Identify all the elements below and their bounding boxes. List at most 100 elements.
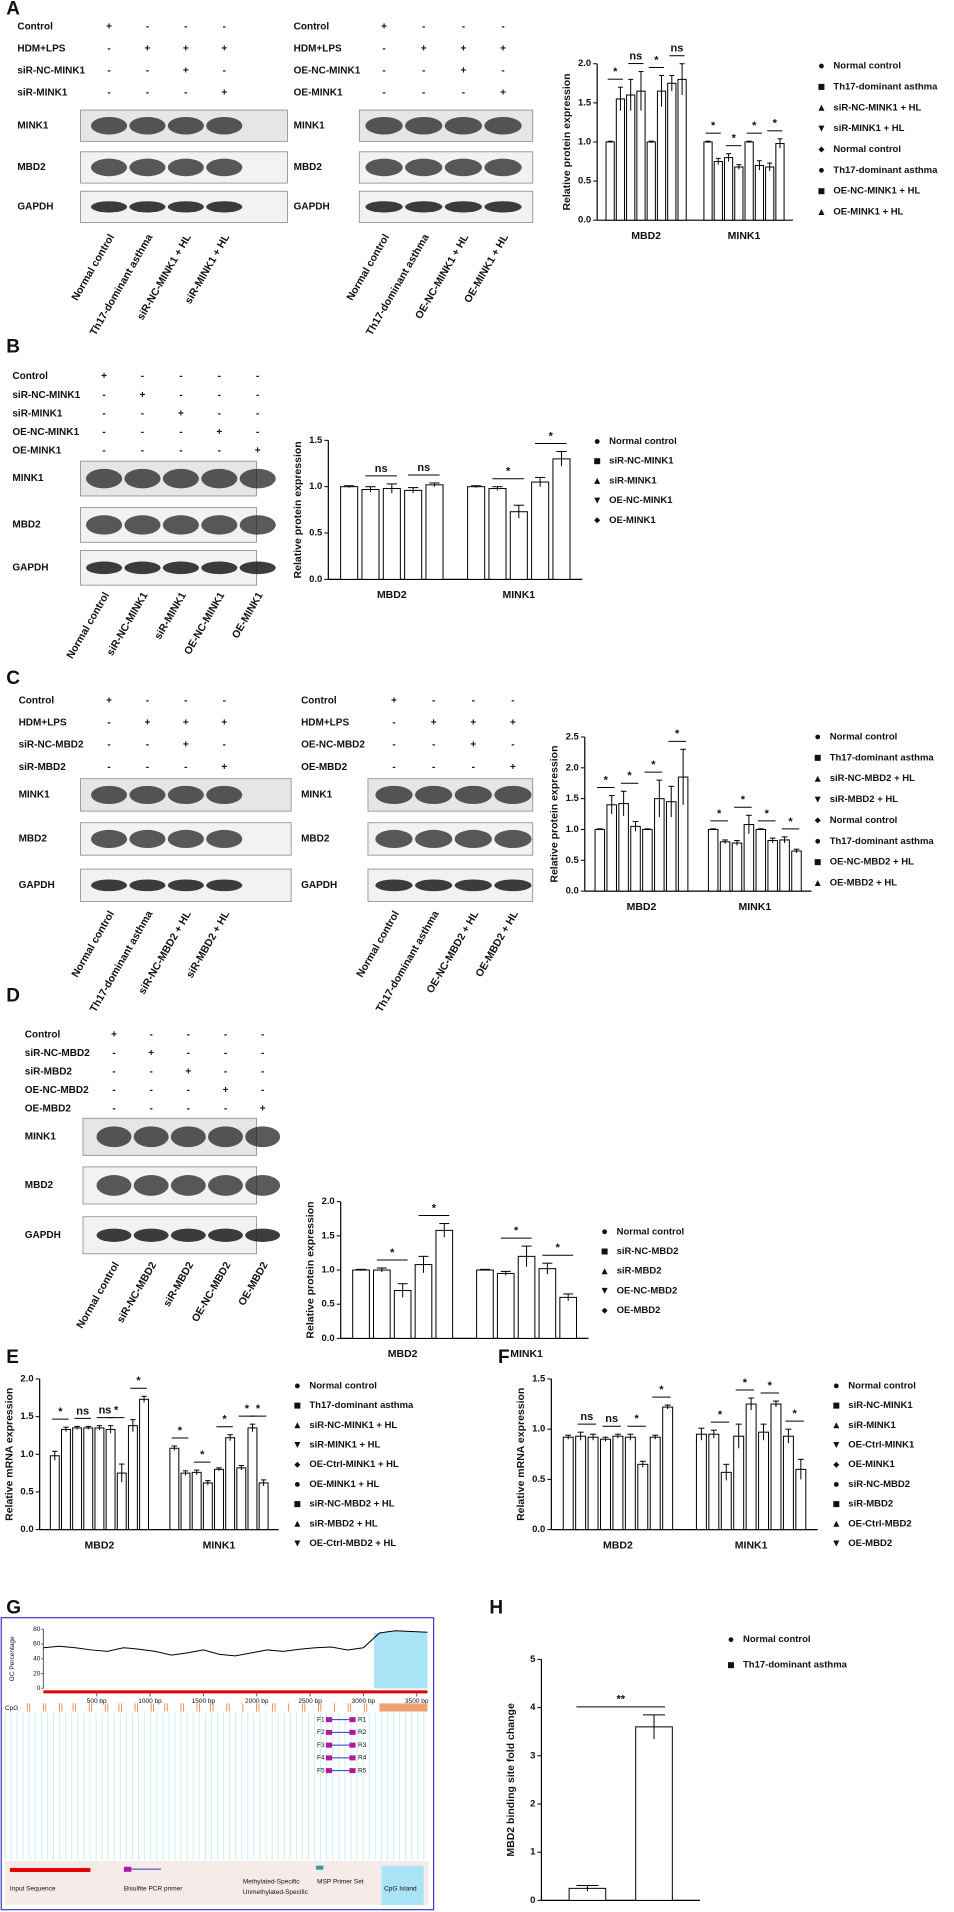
condition-sign: + xyxy=(470,718,476,729)
y-axis-label: Relative mRNA expression xyxy=(515,1388,527,1521)
bar xyxy=(467,486,486,580)
blot-band xyxy=(245,1228,281,1242)
condition-sign: + xyxy=(421,43,427,54)
condition-sign: - xyxy=(224,1029,227,1040)
condition-sign: + xyxy=(111,1029,117,1040)
condition-label: HDM+LPS xyxy=(294,43,342,54)
blot-band xyxy=(444,158,483,177)
y-tick-label: 1.5 xyxy=(578,97,592,108)
y-tick-label: 1.0 xyxy=(532,1424,545,1435)
y-tick-label: 3 xyxy=(530,1750,535,1761)
bar xyxy=(414,1264,433,1339)
condition-sign: - xyxy=(501,21,504,32)
bar xyxy=(642,828,653,892)
legend-marker xyxy=(601,1307,608,1314)
y-axis-label: GC Percentage xyxy=(9,1636,16,1681)
legend-label: Bisulfite PCR primer xyxy=(124,1886,183,1893)
condition-sign: - xyxy=(149,1029,152,1040)
significance-label: * xyxy=(549,430,554,442)
y-tick-label: 0.5 xyxy=(321,1299,335,1310)
condition-sign: - xyxy=(141,445,144,456)
x-tick-label: 3000 bp xyxy=(352,1698,376,1705)
x-tick-label: 3500 bp xyxy=(405,1698,429,1705)
significance-label: * xyxy=(514,1225,519,1237)
y-tick-label: 0.0 xyxy=(20,1524,33,1535)
band-label: MINK1 xyxy=(25,1131,57,1142)
condition-sign: - xyxy=(184,696,187,707)
primer-r xyxy=(349,1742,356,1748)
y-tick-label: 1.0 xyxy=(20,1449,33,1460)
bar xyxy=(707,828,719,892)
bar xyxy=(708,1433,720,1531)
legend-label: siR-NC-MINK1 xyxy=(609,456,674,467)
legend-marker xyxy=(294,1520,301,1527)
panel-letter: D xyxy=(6,986,20,1007)
blot-band xyxy=(133,1228,169,1242)
legend-label: siR-NC-MBD2 xyxy=(848,1479,910,1490)
legend-marker xyxy=(294,1461,301,1468)
significance-label: * xyxy=(627,770,632,782)
bar xyxy=(575,1435,587,1531)
band-label: MBD2 xyxy=(19,834,48,845)
blot-band xyxy=(201,515,238,535)
legend-marker xyxy=(594,439,600,444)
bar xyxy=(765,166,775,221)
band-label: GAPDH xyxy=(301,880,337,891)
condition-sign: - xyxy=(224,1067,227,1078)
significance-label: * xyxy=(114,1405,119,1417)
significance-label: * xyxy=(222,1414,227,1426)
condition-sign: - xyxy=(141,427,144,438)
legend-label: OE-MINK1 xyxy=(609,515,656,526)
condition-sign: + xyxy=(223,1085,229,1096)
bar xyxy=(225,1437,236,1531)
condition-label: Control xyxy=(17,21,53,32)
blot-band xyxy=(206,116,243,135)
primer-f xyxy=(325,1755,333,1761)
lane-label: siR-MINK1 xyxy=(152,590,189,642)
legend-marker xyxy=(594,517,601,524)
bar xyxy=(509,511,528,580)
blot-band xyxy=(206,829,243,849)
condition-sign: + xyxy=(183,43,189,54)
blot-band xyxy=(90,785,128,805)
bar xyxy=(94,1427,105,1531)
blot-band xyxy=(86,515,123,535)
legend-marker xyxy=(294,1402,301,1409)
condition-sign: - xyxy=(179,390,182,401)
band-label: MINK1 xyxy=(19,790,51,801)
condition-label: OE-MBD2 xyxy=(25,1104,72,1115)
condition-sign: + xyxy=(106,696,112,707)
condition-sign: + xyxy=(106,21,112,32)
blot-band xyxy=(167,785,204,805)
bar xyxy=(744,141,754,221)
legend-label: siR-MINK1 + HL xyxy=(309,1440,380,1451)
y-tick-label: 0.0 xyxy=(532,1524,545,1535)
legend-label: CpG Island xyxy=(384,1886,417,1893)
significance-label: ** xyxy=(616,1694,625,1706)
bar xyxy=(656,90,667,221)
y-tick-label: 0.0 xyxy=(309,574,322,585)
y-axis-label: Relative protein expression xyxy=(561,73,573,210)
lane-label: OE-NC-MBD2 xyxy=(190,1260,234,1324)
band-label: MBD2 xyxy=(294,162,323,173)
band-label: MBD2 xyxy=(17,162,46,173)
condition-sign: - xyxy=(223,696,226,707)
bar xyxy=(626,94,636,221)
legend-label: OE-NC-MBD2 + HL xyxy=(830,857,914,868)
blot-band xyxy=(405,158,443,177)
y-axis-label: Relative protein expression xyxy=(304,1201,316,1338)
condition-label: OE-MINK1 xyxy=(294,87,343,98)
bar xyxy=(191,1471,202,1531)
legend-marker xyxy=(818,104,825,111)
gc-line xyxy=(43,1630,428,1657)
bar xyxy=(605,141,615,221)
bar xyxy=(791,850,802,892)
significance-label: * xyxy=(675,728,680,740)
bar xyxy=(361,488,380,580)
band-label: MBD2 xyxy=(25,1180,54,1191)
x-tick-label: 500 bp xyxy=(87,1698,107,1705)
lane-label: siR-NC-MINK1 xyxy=(105,590,151,658)
sequence-bar xyxy=(43,1690,428,1694)
legend-marker xyxy=(814,817,821,824)
